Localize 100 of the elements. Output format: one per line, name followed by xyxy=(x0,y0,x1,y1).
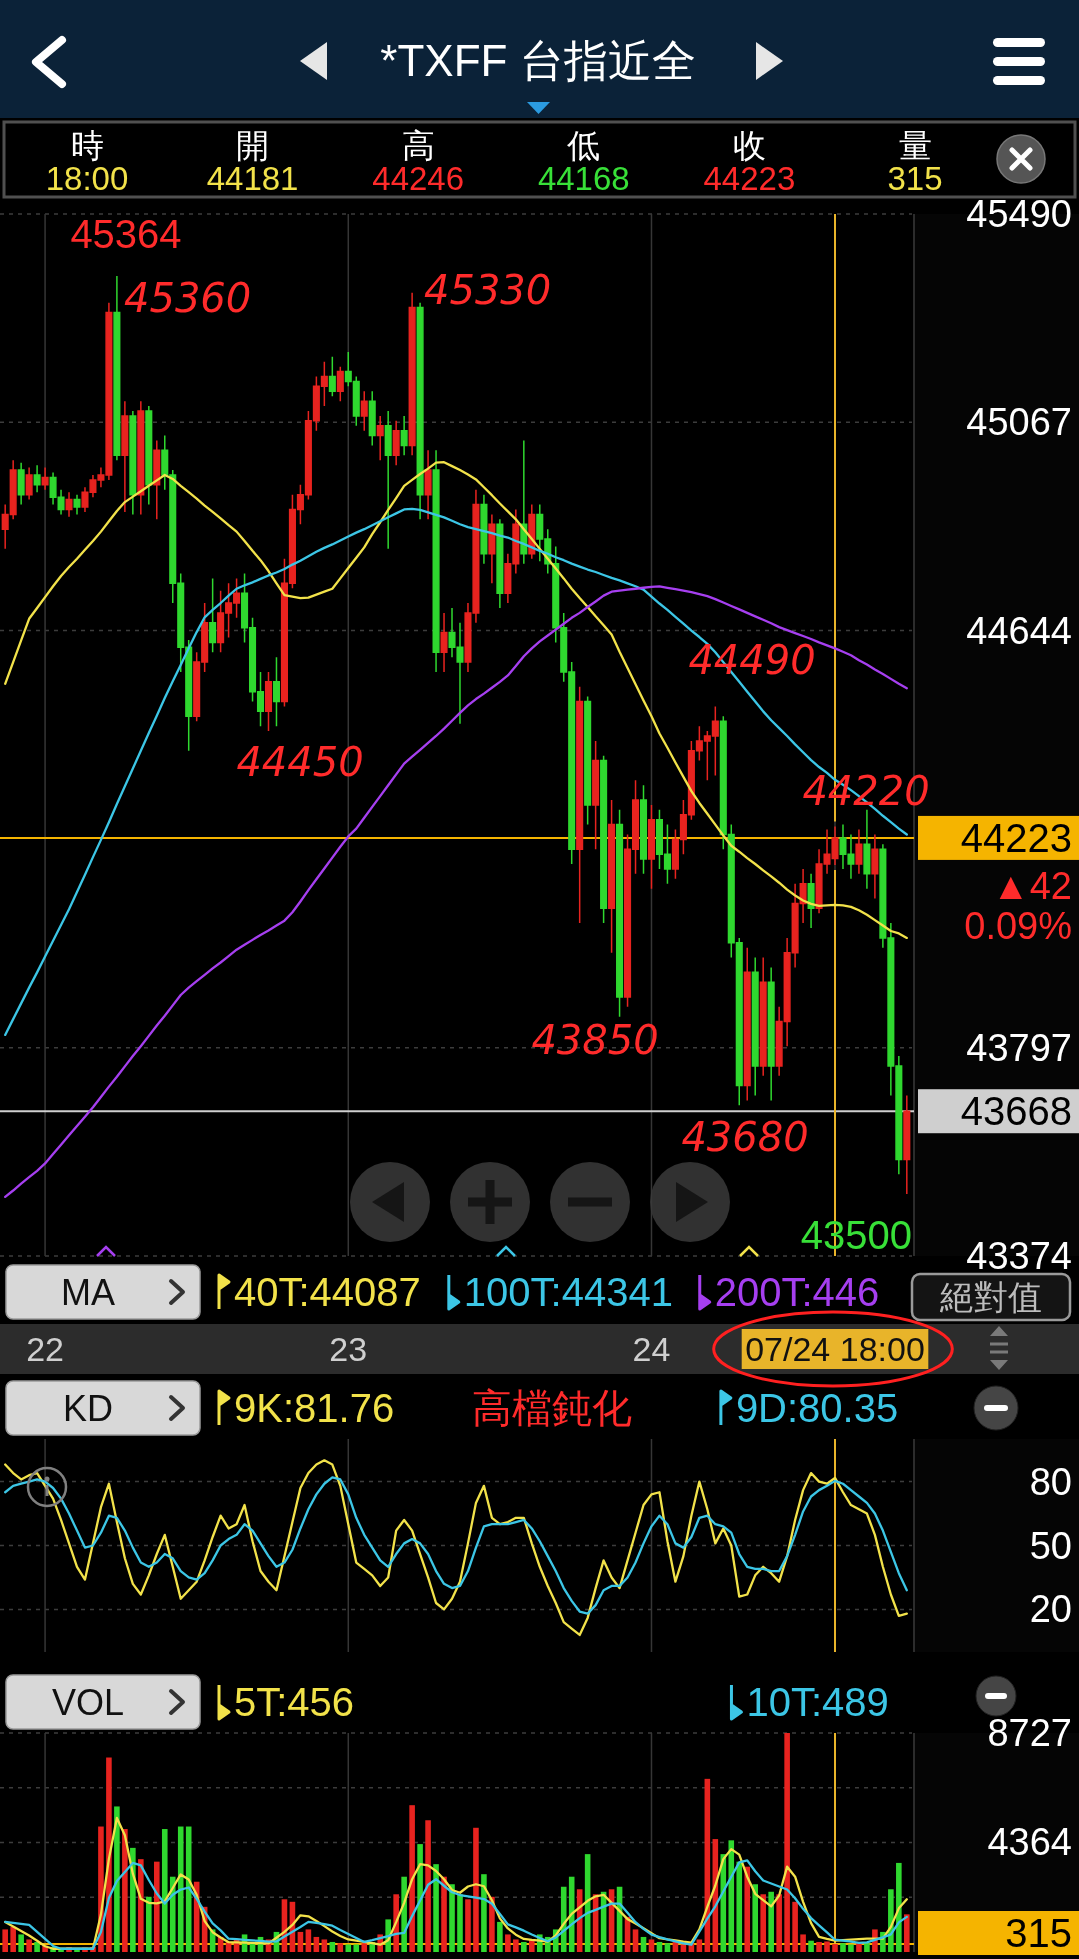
bar xyxy=(177,1826,184,1952)
candlestick xyxy=(584,695,592,826)
bar xyxy=(736,1861,743,1952)
bar xyxy=(161,1829,168,1952)
bar xyxy=(776,1894,782,1952)
candlestick xyxy=(392,420,400,466)
candlestick xyxy=(33,464,41,493)
legend-label: 5T:456 xyxy=(234,1680,355,1724)
bar xyxy=(808,1940,814,1952)
candlestick xyxy=(480,493,488,565)
y-tick-label: 43374 xyxy=(966,1235,1072,1277)
bar xyxy=(497,1921,503,1952)
bar xyxy=(465,1899,471,1952)
bar xyxy=(146,1896,152,1952)
candlestick xyxy=(440,612,448,673)
bar xyxy=(864,1943,870,1952)
candlestick xyxy=(576,685,584,924)
bar xyxy=(744,1866,751,1952)
candlestick xyxy=(751,956,759,1097)
annotation: 45330 xyxy=(424,267,552,313)
bar xyxy=(824,1941,830,1952)
bar xyxy=(337,1943,344,1952)
candlestick xyxy=(863,809,871,890)
candlestick xyxy=(408,292,416,457)
bar xyxy=(752,1884,759,1952)
candlestick xyxy=(743,946,751,1102)
candlestick xyxy=(855,828,863,875)
bar xyxy=(154,1861,160,1952)
bar xyxy=(840,1943,846,1952)
bar xyxy=(521,1941,527,1952)
annotation: 43680 xyxy=(681,1114,809,1160)
bar xyxy=(792,1901,798,1952)
candlestick xyxy=(416,301,424,521)
bar xyxy=(481,1874,487,1952)
bar xyxy=(632,1929,639,1952)
candlestick xyxy=(647,804,656,890)
ref-line-label: 315 xyxy=(1005,1911,1072,1955)
y-tick-label: 43797 xyxy=(966,1026,1072,1069)
candlestick xyxy=(552,545,560,644)
candlestick xyxy=(903,1094,911,1195)
legend-title: KD xyxy=(62,1387,114,1429)
line-series xyxy=(4,1859,908,1950)
y-tick-label: 45490 xyxy=(966,193,1072,235)
y-tick-label: 8727 xyxy=(987,1712,1072,1754)
candlestick xyxy=(759,956,767,1077)
legend-label: 10T:489 xyxy=(746,1680,889,1724)
annotation: 45360 xyxy=(124,275,252,321)
candlestick xyxy=(65,491,73,518)
line-series xyxy=(4,1816,908,1950)
bar xyxy=(26,1939,32,1952)
y-tick-label: 20 xyxy=(1029,1588,1072,1631)
bar xyxy=(648,1939,655,1952)
legend-label: 200T:446 xyxy=(714,1270,880,1314)
bar xyxy=(345,1944,352,1952)
bar xyxy=(505,1934,511,1952)
candlestick xyxy=(73,493,81,516)
candlestick xyxy=(129,410,137,516)
bar xyxy=(18,1934,24,1952)
bar xyxy=(34,1941,40,1952)
candlestick xyxy=(496,518,504,609)
bar xyxy=(696,1939,703,1952)
bar xyxy=(425,1820,431,1952)
bar xyxy=(441,1876,447,1952)
y-tick-label: 4364 xyxy=(987,1821,1072,1864)
candlestick xyxy=(17,461,25,506)
bar xyxy=(513,1939,519,1952)
candlestick xyxy=(113,275,121,461)
candlestick xyxy=(264,671,273,732)
bar xyxy=(361,1943,368,1952)
bar xyxy=(433,1864,439,1952)
bar xyxy=(114,1806,120,1952)
candlestick xyxy=(360,390,368,432)
candlestick xyxy=(145,405,153,506)
bar xyxy=(2,1929,8,1952)
text: *TXFF 台指近全 xyxy=(380,35,696,85)
x-tick-label: 23 xyxy=(329,1330,368,1368)
bar xyxy=(904,1914,910,1952)
bar xyxy=(449,1884,455,1952)
ref-line-label: 43668 xyxy=(960,1089,1072,1134)
bar xyxy=(457,1894,463,1952)
candlestick xyxy=(424,449,432,521)
bar xyxy=(305,1929,312,1952)
candlestick xyxy=(41,466,49,491)
candlestick xyxy=(121,400,129,513)
candlestick xyxy=(608,799,616,954)
y-tick-label: 80 xyxy=(1029,1460,1072,1503)
candlestick xyxy=(616,809,624,1018)
legend-label: 9K:81.76 xyxy=(234,1386,395,1430)
line-series xyxy=(4,1476,908,1615)
bar xyxy=(560,1886,567,1952)
bar xyxy=(728,1840,735,1952)
text: ▲42 xyxy=(992,864,1072,907)
y-tick-label: 50 xyxy=(1029,1524,1072,1567)
legend-label: 9D:80.35 xyxy=(735,1386,899,1430)
bar xyxy=(664,1943,671,1952)
candlestick xyxy=(368,390,376,447)
bar xyxy=(321,1939,328,1952)
bar xyxy=(417,1844,423,1952)
legend-title: VOL xyxy=(51,1681,125,1723)
candlestick xyxy=(432,449,440,673)
